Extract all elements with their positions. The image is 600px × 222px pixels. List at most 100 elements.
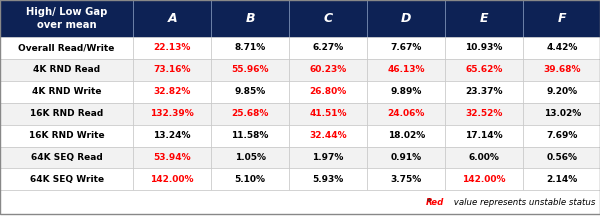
Bar	[289, 59, 367, 81]
Text: 46.13%: 46.13%	[388, 65, 425, 74]
Bar	[289, 81, 367, 103]
Text: 132.39%: 132.39%	[151, 109, 194, 118]
Text: 55.96%: 55.96%	[232, 65, 269, 74]
Text: 1.05%: 1.05%	[235, 153, 266, 162]
Bar	[0, 190, 600, 214]
Text: 9.20%: 9.20%	[547, 87, 578, 96]
Bar	[445, 59, 523, 81]
Bar	[367, 59, 445, 81]
Bar	[289, 147, 367, 168]
Text: 65.62%: 65.62%	[466, 65, 503, 74]
Bar	[0, 59, 133, 81]
Bar	[133, 37, 211, 59]
Text: 18.02%: 18.02%	[388, 131, 425, 140]
Text: 53.94%: 53.94%	[154, 153, 191, 162]
Text: A: A	[167, 12, 177, 25]
Text: 9.85%: 9.85%	[235, 87, 266, 96]
Bar	[133, 103, 211, 125]
Bar	[289, 168, 367, 190]
Text: 23.37%: 23.37%	[466, 87, 503, 96]
Text: 64K SEQ Read: 64K SEQ Read	[31, 153, 103, 162]
Text: Red: Red	[426, 198, 444, 207]
Bar	[133, 147, 211, 168]
Bar	[523, 81, 600, 103]
Bar	[133, 168, 211, 190]
Text: 2.14%: 2.14%	[547, 175, 578, 184]
Text: 39.68%: 39.68%	[544, 65, 581, 74]
Text: B: B	[245, 12, 255, 25]
Bar	[133, 125, 211, 147]
Text: E: E	[480, 12, 488, 25]
Text: *: *	[427, 198, 431, 207]
Bar	[445, 125, 523, 147]
Text: 1.97%: 1.97%	[313, 153, 344, 162]
Text: 3.75%: 3.75%	[391, 175, 422, 184]
Text: C: C	[323, 12, 333, 25]
Bar	[367, 37, 445, 59]
Bar	[289, 37, 367, 59]
Bar	[523, 147, 600, 168]
Text: 0.91%: 0.91%	[391, 153, 422, 162]
Bar	[211, 59, 289, 81]
Text: 4K RND Write: 4K RND Write	[32, 87, 101, 96]
Bar	[523, 37, 600, 59]
Bar	[367, 125, 445, 147]
Text: 26.80%: 26.80%	[310, 87, 347, 96]
Text: 142.00%: 142.00%	[463, 175, 506, 184]
Bar	[0, 168, 133, 190]
Bar	[211, 147, 289, 168]
Bar	[0, 103, 133, 125]
Bar	[289, 103, 367, 125]
Text: 5.93%: 5.93%	[313, 175, 344, 184]
Text: 24.06%: 24.06%	[388, 109, 425, 118]
Bar	[523, 103, 600, 125]
Bar	[367, 147, 445, 168]
Text: 32.44%: 32.44%	[310, 131, 347, 140]
Bar	[211, 103, 289, 125]
Bar	[523, 125, 600, 147]
Text: 10.93%: 10.93%	[466, 43, 503, 52]
Bar	[289, 0, 367, 37]
Bar	[133, 0, 211, 37]
Bar	[211, 0, 289, 37]
Text: 7.67%: 7.67%	[391, 43, 422, 52]
Bar	[211, 125, 289, 147]
Text: 4.42%: 4.42%	[547, 43, 578, 52]
Bar	[523, 59, 600, 81]
Text: 13.24%: 13.24%	[154, 131, 191, 140]
Bar	[211, 81, 289, 103]
Text: 11.58%: 11.58%	[232, 131, 269, 140]
Bar	[445, 103, 523, 125]
Text: F: F	[558, 12, 566, 25]
Bar	[367, 81, 445, 103]
Text: 9.89%: 9.89%	[391, 87, 422, 96]
Text: 16K RND Read: 16K RND Read	[30, 109, 103, 118]
Bar	[445, 147, 523, 168]
Bar	[367, 0, 445, 37]
Bar	[445, 168, 523, 190]
Bar	[0, 37, 133, 59]
Text: 7.69%: 7.69%	[547, 131, 578, 140]
Text: 32.82%: 32.82%	[154, 87, 191, 96]
Text: 6.27%: 6.27%	[313, 43, 344, 52]
Text: 22.13%: 22.13%	[154, 43, 191, 52]
Bar	[289, 125, 367, 147]
Bar	[211, 37, 289, 59]
Bar	[445, 81, 523, 103]
Bar	[367, 168, 445, 190]
Bar	[0, 81, 133, 103]
Text: 32.52%: 32.52%	[466, 109, 503, 118]
Text: 13.02%: 13.02%	[544, 109, 581, 118]
Bar	[367, 103, 445, 125]
Bar	[211, 168, 289, 190]
Bar	[133, 59, 211, 81]
Text: 64K SEQ Write: 64K SEQ Write	[29, 175, 104, 184]
Text: 4K RND Read: 4K RND Read	[33, 65, 100, 74]
Text: value represents unstable status: value represents unstable status	[451, 198, 595, 207]
Bar	[133, 81, 211, 103]
Text: Overall Read/Write: Overall Read/Write	[19, 43, 115, 52]
Text: High/ Low Gap
over mean: High/ Low Gap over mean	[26, 7, 107, 30]
Bar	[523, 168, 600, 190]
Bar	[0, 0, 133, 37]
Text: 25.68%: 25.68%	[232, 109, 269, 118]
